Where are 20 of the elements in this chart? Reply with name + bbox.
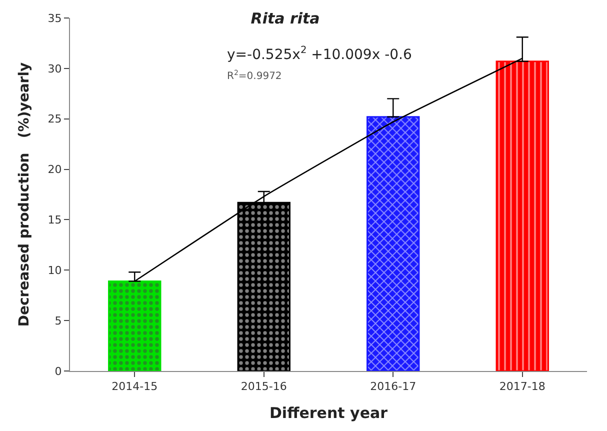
x-axis-title: Different year bbox=[269, 404, 388, 422]
x-tick-label: 2015-16 bbox=[240, 380, 287, 394]
x-tick-label: 2016-17 bbox=[370, 380, 416, 394]
y-tick-label: 20 bbox=[48, 163, 62, 176]
bar bbox=[496, 60, 549, 371]
y-tick-label: 15 bbox=[48, 214, 62, 227]
y-tick-label: 0 bbox=[54, 364, 62, 378]
y-tick-label: 5 bbox=[54, 314, 62, 328]
bar bbox=[108, 280, 162, 371]
y-tick-label: 35 bbox=[48, 12, 62, 25]
annotation: y=-0.525x$^{2}$ +10.009x -0.6 bbox=[227, 45, 412, 63]
x-tick-label: 2014-15 bbox=[112, 380, 158, 394]
bar bbox=[366, 116, 420, 371]
x-tick-label: 2017-18 bbox=[499, 380, 546, 394]
y-tick-label: 10 bbox=[48, 264, 62, 277]
y-tick-label: 25 bbox=[48, 112, 62, 126]
annotation: R$^{2}$=0.9972 bbox=[227, 69, 282, 82]
y-axis-title: Decreased production (%)yearly bbox=[16, 62, 32, 327]
chart-title: Rita rita bbox=[250, 9, 320, 28]
y-tick-label: 30 bbox=[48, 62, 62, 76]
